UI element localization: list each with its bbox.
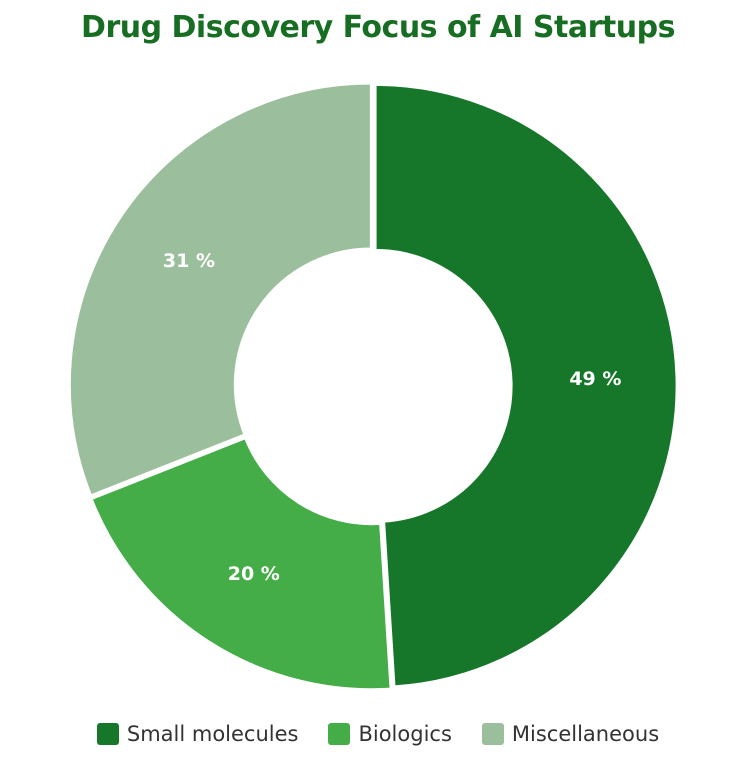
- legend-label-miscellaneous: Miscellaneous: [511, 722, 660, 746]
- chart-title: Drug Discovery Focus of AI Startups: [81, 10, 675, 45]
- legend-item-biologics[interactable]: Biologics: [328, 722, 452, 746]
- slice-biologics[interactable]: [90, 437, 392, 691]
- legend-label-biologics: Biologics: [358, 722, 452, 746]
- slice-label-miscellaneous: 31 %: [163, 250, 215, 272]
- legend-swatch-miscellaneous: [481, 723, 504, 745]
- legend-swatch-biologics: [328, 723, 351, 745]
- legend-item-small-molecules[interactable]: Small molecules: [96, 722, 299, 746]
- donut-slices: [68, 82, 678, 691]
- legend-label-small-molecules: Small molecules: [126, 722, 299, 746]
- slice-small-molecules[interactable]: [374, 83, 678, 688]
- legend: Small molecules Biologics Miscellaneous: [0, 722, 756, 746]
- slice-label-small-molecules: 49 %: [569, 368, 621, 390]
- legend-swatch-small-molecules: [96, 723, 119, 745]
- slice-miscellaneous[interactable]: [68, 82, 372, 497]
- slice-label-biologics: 20 %: [228, 563, 280, 585]
- donut-chart: 49 % 20 % 31 %: [68, 82, 678, 691]
- legend-item-miscellaneous[interactable]: Miscellaneous: [481, 722, 660, 746]
- slice-labels: 49 % 20 % 31 %: [163, 250, 622, 585]
